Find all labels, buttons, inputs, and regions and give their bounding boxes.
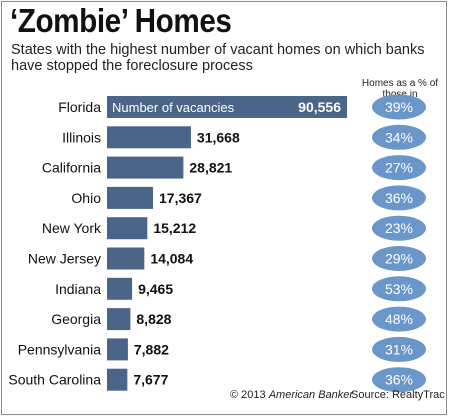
chart-title: ‘Zombie’ Homes (10, 2, 232, 39)
chart-subtitle: States with the highest number of vacant… (11, 42, 425, 74)
bar (107, 277, 133, 300)
value-label: 14,084 (150, 251, 193, 267)
percent-oval (372, 246, 426, 271)
copyright-prefix: © 2013 (230, 389, 269, 401)
bar (107, 247, 145, 270)
percent-oval (372, 94, 426, 120)
percent-label: 31% (385, 341, 413, 357)
value-label: 15,212 (153, 220, 196, 236)
bar (107, 217, 148, 240)
copyright-brand: American Banker (268, 389, 354, 401)
value-label: 7,882 (134, 341, 169, 357)
category-label: South Carolina (8, 372, 101, 388)
percent-label: 53% (385, 281, 413, 297)
bar (107, 368, 128, 391)
bar-series-label: Number of vacancies (112, 100, 235, 115)
percent-label: 27% (385, 160, 413, 176)
category-label: New York (42, 220, 102, 236)
category-label: Pennsylvania (18, 341, 101, 357)
source-note: Source: RealtyTrac (351, 389, 445, 401)
percent-oval (372, 276, 426, 302)
value-label: 31,668 (197, 129, 240, 145)
percent-label: 36% (385, 190, 413, 206)
percent-label: 29% (385, 251, 413, 267)
category-label: New Jersey (28, 251, 101, 267)
bar (107, 308, 131, 331)
bar (107, 96, 347, 118)
category-label: Georgia (51, 311, 101, 327)
percent-label: 36% (385, 372, 413, 388)
percent-label: 34% (385, 129, 413, 145)
percent-oval (372, 306, 426, 332)
percent-oval (372, 155, 426, 181)
value-label: 8,828 (136, 311, 171, 327)
category-label: Illinois (62, 129, 101, 145)
value-label: 28,821 (189, 160, 232, 176)
category-label: California (42, 160, 101, 176)
category-label: Florida (58, 99, 101, 115)
category-label: Ohio (71, 190, 101, 206)
percent-label: 23% (385, 220, 413, 236)
percent-label: 48% (385, 311, 413, 327)
percent-label: 39% (385, 99, 413, 115)
bar (107, 126, 191, 149)
value-label: 7,677 (133, 372, 168, 388)
percent-oval (372, 367, 426, 393)
copyright-note: © 2013 American Banker (230, 389, 353, 401)
bar (107, 338, 128, 361)
percent-oval (372, 124, 426, 150)
value-label: 9,465 (138, 281, 173, 297)
percent-oval (372, 185, 426, 211)
percent-oval (372, 215, 426, 241)
value-label: 17,367 (159, 190, 202, 206)
percent-oval (372, 336, 426, 362)
value-label: 90,556 (298, 99, 341, 115)
category-label: Indiana (55, 281, 101, 297)
bar (107, 156, 184, 179)
bar (107, 186, 154, 209)
